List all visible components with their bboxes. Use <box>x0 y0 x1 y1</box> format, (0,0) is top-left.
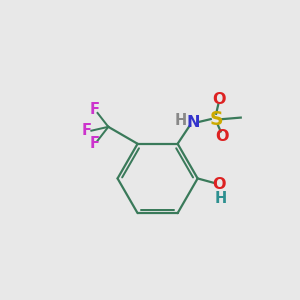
Text: S: S <box>209 110 223 129</box>
Text: O: O <box>212 92 226 106</box>
Text: O: O <box>215 129 229 144</box>
Text: H: H <box>175 113 187 128</box>
Text: N: N <box>186 115 200 130</box>
Text: H: H <box>214 191 227 206</box>
Text: F: F <box>82 123 92 138</box>
Text: O: O <box>212 177 226 192</box>
Text: F: F <box>89 102 100 117</box>
Text: F: F <box>89 136 100 151</box>
